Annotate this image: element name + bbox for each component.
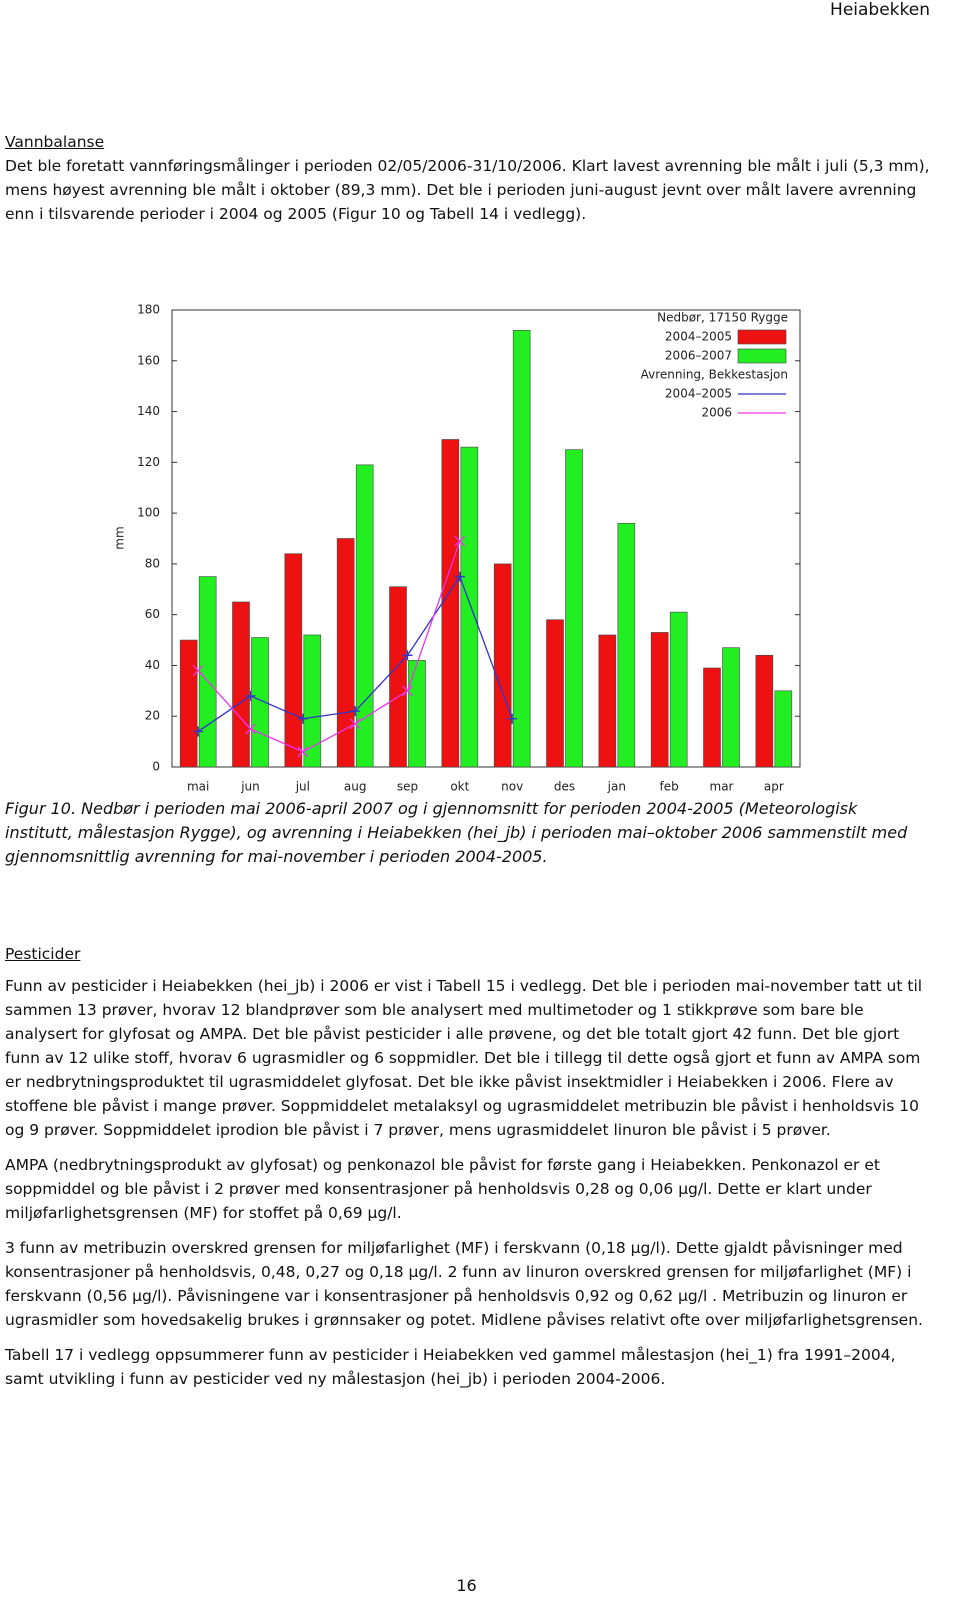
bar	[617, 522, 636, 768]
bar	[774, 690, 793, 768]
bar	[722, 647, 740, 768]
point-marker	[507, 713, 518, 724]
point-marker	[454, 571, 465, 582]
x-tick-label: aug	[344, 780, 367, 794]
legend-label: 2004–2005	[665, 330, 732, 344]
legend-label: 2004–2005	[665, 387, 732, 401]
paragraph: Funn av pesticider i Heiabekken (hei_jb)…	[5, 977, 923, 1139]
point-marker	[297, 746, 309, 758]
bar	[389, 586, 407, 768]
y-tick-label: 160	[137, 353, 160, 367]
point-marker	[402, 685, 413, 697]
point-marker	[245, 690, 256, 701]
y-tick-label: 40	[145, 658, 160, 672]
paragraph: Det ble foretatt vannføringsmålinger i p…	[5, 157, 930, 223]
y-tick-label: 60	[145, 607, 160, 621]
x-tick-label: feb	[660, 780, 679, 794]
bar	[493, 563, 512, 768]
y-tick-label: 140	[137, 404, 160, 418]
x-tick-label: mai	[187, 780, 209, 794]
y-tick-label: 100	[137, 506, 160, 520]
point-marker	[192, 665, 204, 676]
chart: mm 0 20 40 60 80 100 120 140 160 180 mai jun jul aug se…	[113, 303, 801, 794]
point-marker	[350, 706, 361, 717]
y-tick-label: 20	[145, 709, 160, 723]
x-tick-label: des	[554, 780, 575, 794]
x-tick-label: okt	[450, 780, 469, 794]
x-tick-label: apr	[764, 780, 784, 794]
bar	[198, 576, 217, 768]
paragraph: Tabell 17 i vedlegg oppsummerer funn av …	[5, 1346, 896, 1388]
bar	[441, 439, 460, 768]
bar	[755, 654, 774, 768]
y-tick-label: 180	[137, 303, 160, 317]
bar	[598, 634, 617, 768]
bar	[232, 601, 250, 768]
bar	[546, 619, 564, 768]
y-tick-label: 0	[152, 760, 160, 774]
y-tick-label: 80	[145, 556, 160, 570]
page-number: 16	[456, 1576, 477, 1595]
figure-caption: Figur 10. Nedbør i perioden mai 2006-apr…	[5, 799, 908, 866]
legend-title: Nedbør, 17150 Rygge	[657, 311, 788, 325]
bar	[460, 446, 479, 768]
plot-frame	[171, 309, 801, 768]
point-marker	[349, 718, 361, 730]
bar	[179, 639, 198, 768]
bar	[284, 553, 303, 768]
x-tick-label: jun	[240, 780, 260, 794]
bar	[669, 611, 688, 768]
bar	[336, 538, 355, 768]
section-heading: Vannbalanse	[5, 133, 105, 151]
legend-swatch	[737, 329, 787, 345]
point-marker	[193, 726, 204, 737]
bar	[512, 330, 531, 768]
section-heading: Pesticider	[5, 945, 81, 963]
point-marker	[245, 723, 256, 735]
legend-label: 2006	[701, 406, 732, 420]
legend-label: 2006–2007	[665, 349, 732, 363]
x-tick-label: sep	[397, 780, 418, 794]
y-axis-label: mm	[113, 526, 127, 549]
bar	[650, 632, 669, 768]
point-marker	[297, 713, 308, 724]
x-tick-label: mar	[710, 780, 734, 794]
bar	[355, 464, 374, 768]
bar	[703, 667, 721, 768]
y-tick-label: 120	[137, 455, 160, 469]
x-tick-label: jan	[607, 780, 626, 794]
section: Pesticider Funn av pesticider i Heiabekk…	[5, 942, 930, 1402]
line	[197, 540, 461, 753]
legend-swatch	[737, 348, 787, 364]
legend-title: Avrenning, Bekkestasjon	[641, 368, 788, 382]
running-header: Heiabekken	[830, 0, 930, 20]
x-tick-label: jul	[295, 780, 310, 794]
paragraph: AMPA (nedbrytningsprodukt av glyfosat) o…	[5, 1156, 880, 1222]
paragraph: 3 funn av metribuzin overskred grensen f…	[5, 1239, 923, 1329]
point-marker	[454, 535, 466, 547]
section: Vannbalanse Det ble foretatt vannførings…	[5, 130, 930, 237]
x-tick-label: nov	[501, 780, 523, 794]
bar	[565, 449, 583, 768]
bar	[303, 634, 322, 768]
bar	[408, 660, 426, 768]
point-marker	[402, 650, 413, 661]
